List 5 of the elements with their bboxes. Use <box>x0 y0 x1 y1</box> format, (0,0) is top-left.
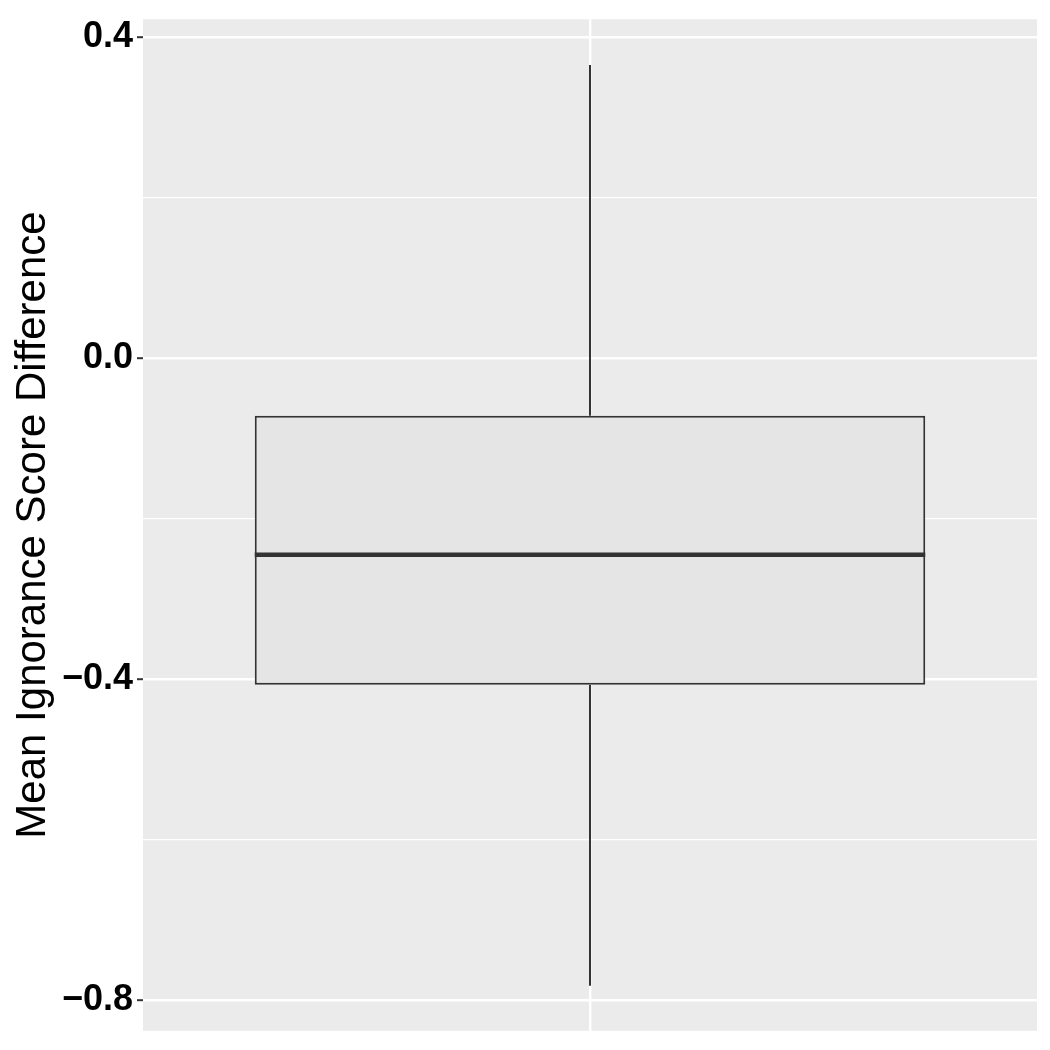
y-tick-label: −0.4 <box>61 656 133 698</box>
y-tick-label: 0.4 <box>82 13 133 55</box>
y-tick-label: 0.0 <box>82 334 133 376</box>
y-tick-label: −0.8 <box>61 977 133 1019</box>
y-axis-title: Mean Ignorance Score Difference <box>6 211 54 839</box>
